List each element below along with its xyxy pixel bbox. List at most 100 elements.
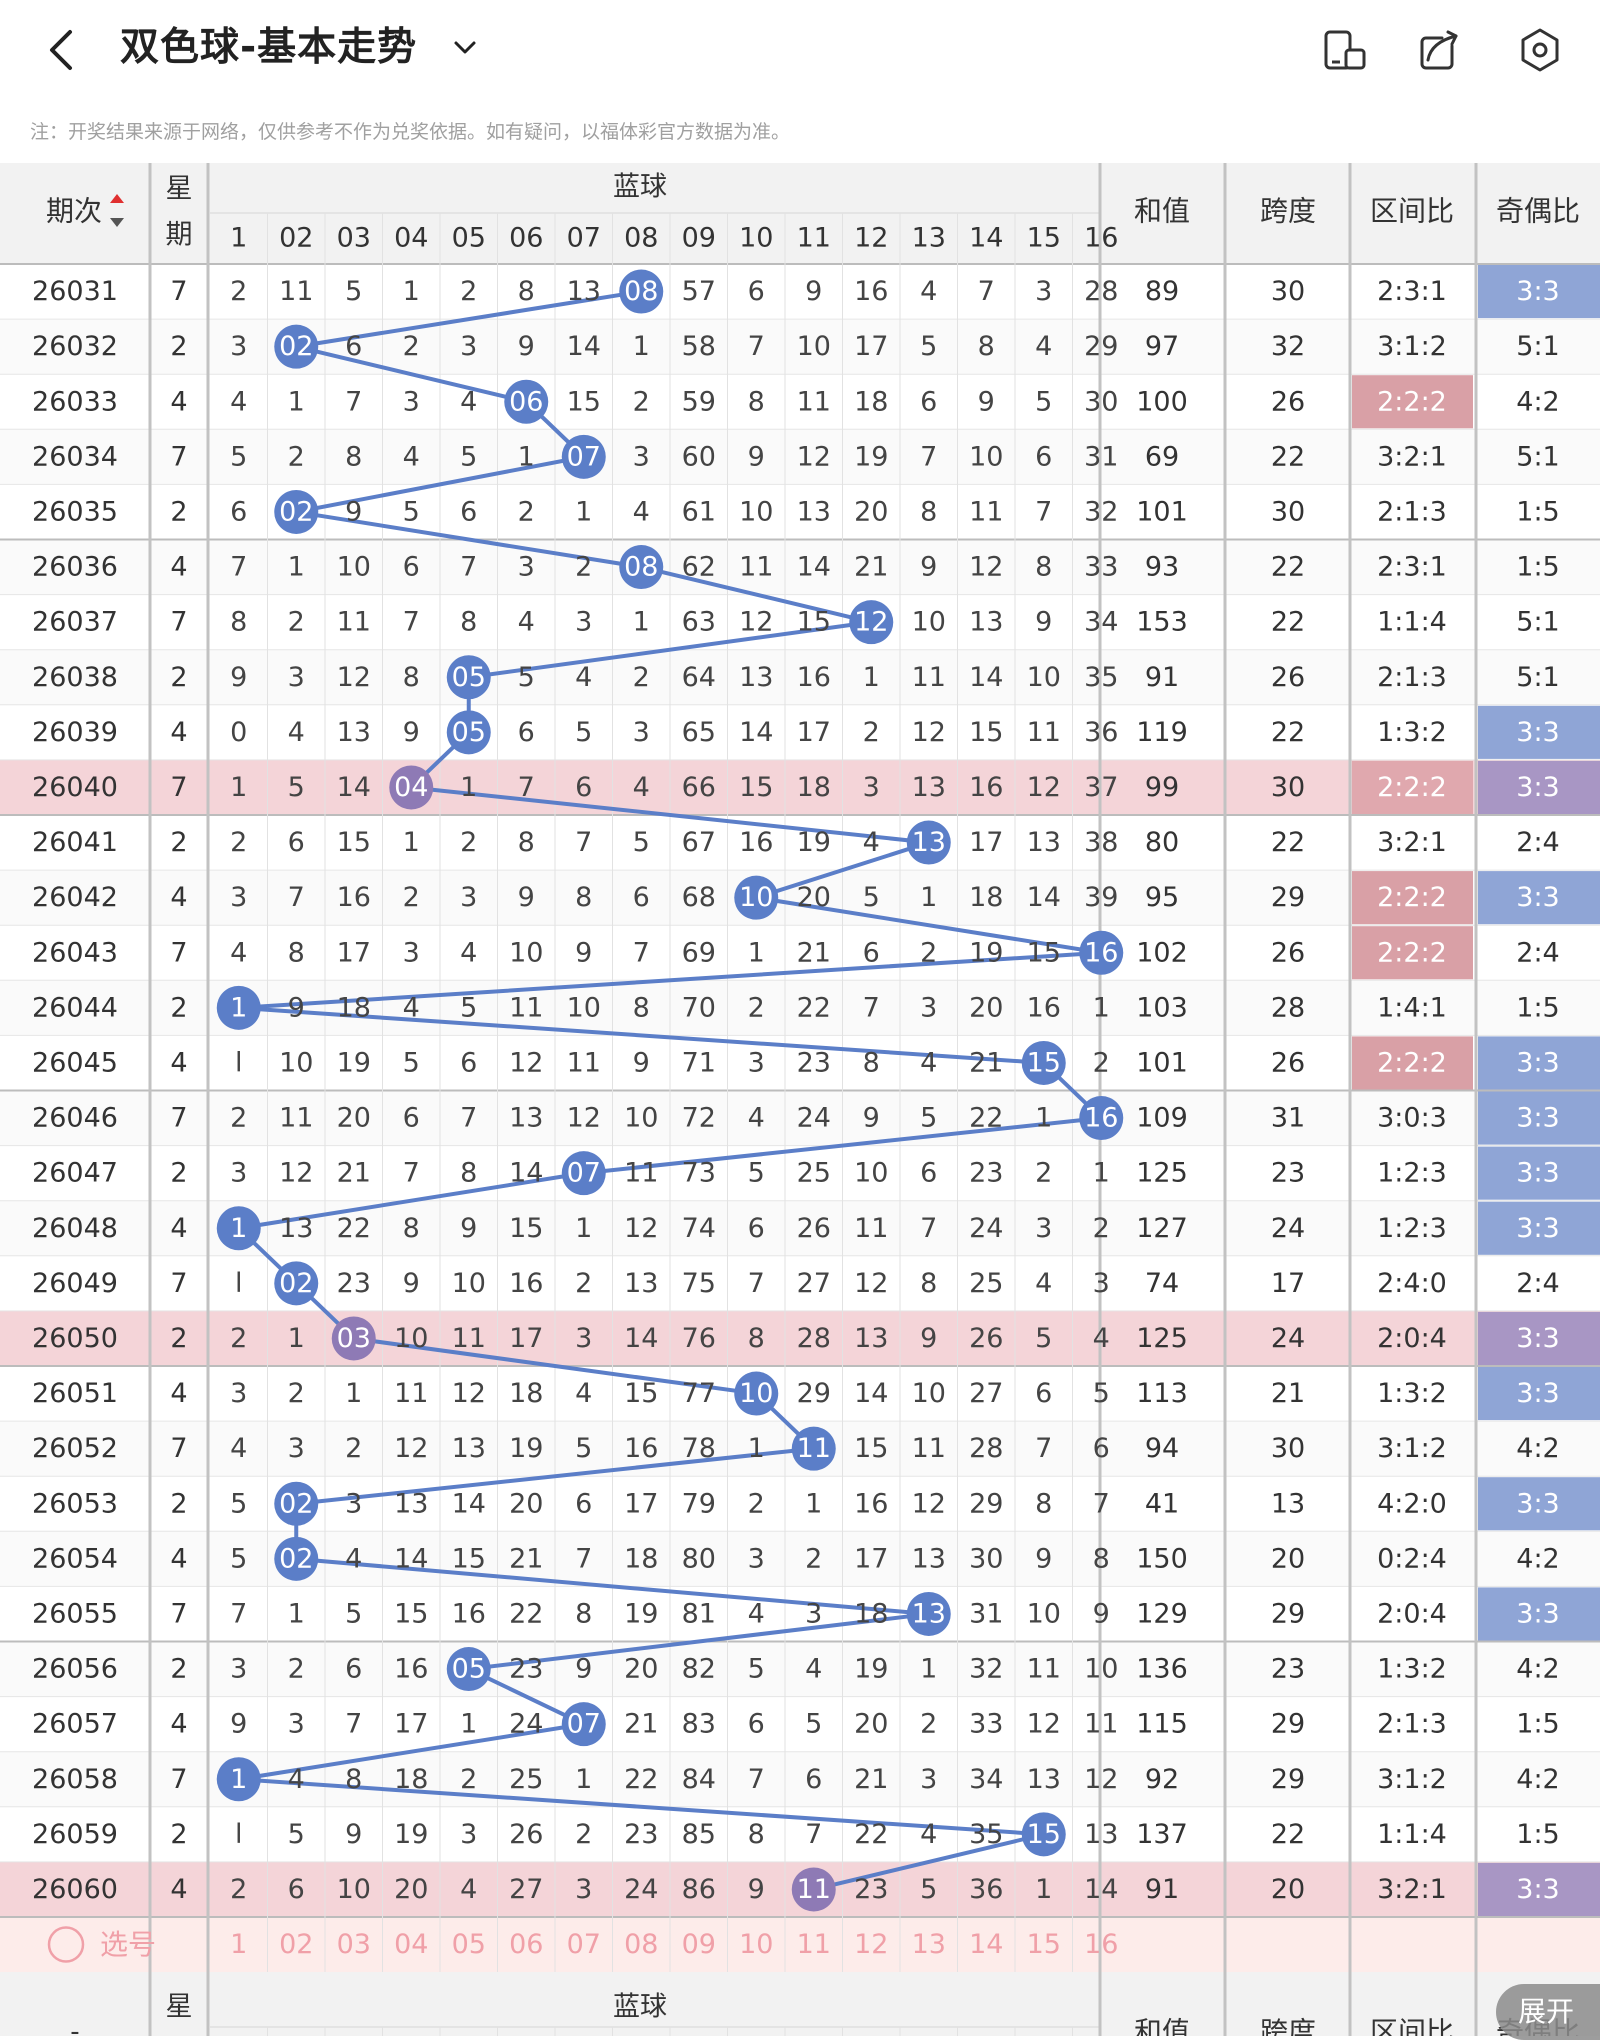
select-number-option[interactable]: 04 xyxy=(394,1929,428,1960)
chevron-left-icon[interactable] xyxy=(40,22,84,78)
select-number-option[interactable]: 1 xyxy=(230,1929,247,1960)
span-cell: 21 xyxy=(1271,1378,1305,1409)
table-row[interactable]: 26040 7 1 5 14 04 1 7 6 4 66 15 18 3 13 16 12 37 99 30 2:2:2… xyxy=(32,765,1560,810)
table-row[interactable]: 26046 7 2 11 20 6 7 13 12 10 72 4 24 9 5 22 1 16 109 31 3:0:… xyxy=(32,1096,1560,1141)
period-header-label[interactable]: 期次 xyxy=(46,195,102,228)
table-row[interactable]: 26044 2 1 9 18 4 5 11 10 8 70 2 22 7 3 20 16 1 103 28 1:4:1 1… xyxy=(32,985,1560,1030)
table-row[interactable]: 26041 2 2 6 15 1 2 8 7 5 67 16 19 4 13 17 13 38 80 22 3:2:1 2… xyxy=(32,820,1560,865)
zone-cell: 2:2:2 xyxy=(1377,1047,1447,1078)
table-row[interactable]: 26043 7 4 8 17 3 4 10 9 7 69 1 21 6 2 19 15 16 102 26 2:2:2 2… xyxy=(32,930,1560,975)
table-row[interactable]: 26049 7 l 02 23 9 10 16 2 13 75 7 27 12 8 25 4 3 74 17 2:4:0… xyxy=(32,1261,1560,1306)
zone-cell: 3:2:1 xyxy=(1377,1874,1447,1905)
miss-count-cell: 6 xyxy=(460,496,477,527)
trend-line xyxy=(236,289,1104,1892)
table-row[interactable]: 26037 7 8 2 11 7 8 4 3 1 63 12 15 12 10 13 9 34 153 22 1:1:4… xyxy=(32,600,1560,645)
table-row[interactable]: 26056 2 3 2 6 16 05 23 9 20 82 5 4 19 1 32 11 10 136 23 1:3:… xyxy=(32,1647,1560,1692)
odd-even-badge xyxy=(1478,705,1600,759)
odd-even-cell: 2:4 xyxy=(1516,1268,1559,1299)
miss-count-cell: 8 xyxy=(345,1764,362,1795)
select-number-option[interactable]: 13 xyxy=(912,1929,946,1960)
select-label[interactable]: 选号 xyxy=(100,1928,156,1961)
settings-icon[interactable] xyxy=(1512,22,1568,78)
miss-count-cell: 5 xyxy=(345,276,362,307)
table-row[interactable]: 26036 4 7 1 10 6 7 3 2 08 62 11 14 21 9 12 8 33 93 22 2:3:1 1… xyxy=(32,545,1560,590)
share-icon[interactable] xyxy=(1412,22,1468,78)
miss-count-cell: 3 xyxy=(805,1598,822,1629)
select-number-option[interactable]: 08 xyxy=(624,1929,658,1960)
miss-count-cell: 7 xyxy=(230,1598,247,1629)
expand-button[interactable]: 展开 xyxy=(1496,1984,1600,2040)
select-number-option[interactable]: 09 xyxy=(682,1929,716,1960)
select-number-option[interactable]: 07 xyxy=(567,1929,601,1960)
miss-count-cell: 12 xyxy=(624,1213,658,1244)
table-row[interactable]: 26039 4 0 4 13 9 05 6 5 3 65 14 17 2 12 15 11 36 119 22 1:3:… xyxy=(32,710,1560,755)
miss-count-cell: 1 xyxy=(1035,1103,1052,1134)
table-row[interactable]: 26053 2 5 02 3 13 14 20 6 17 79 2 1 16 12 29 8 7 41 13 4:2:0… xyxy=(32,1481,1560,1526)
miss-count-cell: 8 xyxy=(633,992,650,1023)
miss-count-cell: 18 xyxy=(509,1378,543,1409)
miss-count-cell: 9 xyxy=(863,1103,880,1134)
miss-count-cell: 19 xyxy=(797,827,831,858)
miss-count-cell: 3 xyxy=(575,1323,592,1354)
blue-ball-number: 16 xyxy=(1084,937,1118,968)
miss-count-cell: 8 xyxy=(288,937,305,968)
blue-ball xyxy=(446,710,491,755)
blue-ball-number: 02 xyxy=(279,1268,313,1299)
blue-ball xyxy=(734,1371,779,1416)
zone-cell: 0:2:4 xyxy=(1377,1543,1447,1574)
select-number-option[interactable]: 02 xyxy=(279,1929,313,1960)
page-title[interactable]: 双色球-基本走势 xyxy=(120,25,418,70)
table-row[interactable]: 26047 2 3 12 21 7 8 14 07 11 73 5 25 10 6 23 2 1 125 23 1:2:… xyxy=(32,1151,1560,1196)
chevron-down-icon[interactable] xyxy=(448,30,482,64)
select-number-option[interactable]: 14 xyxy=(969,1929,1003,1960)
miss-count-cell: 16 xyxy=(1027,992,1061,1023)
sum-cell: 153 xyxy=(1136,607,1188,638)
select-number-option[interactable]: 12 xyxy=(854,1929,888,1960)
table-row[interactable]: 26051 4 3 2 1 11 12 18 4 15 77 10 29 14 10 27 6 5 113 21 1:3… xyxy=(32,1371,1560,1416)
span-cell: 29 xyxy=(1271,1764,1305,1795)
select-number-option[interactable]: 15 xyxy=(1027,1929,1061,1960)
table-row[interactable]: 26052 7 4 3 2 12 13 19 5 16 78 1 11 15 11 28 7 6 94 30 3:1:2… xyxy=(32,1426,1560,1471)
table-row[interactable]: 26032 2 3 02 6 2 3 9 14 1 58 7 10 17 5 8 4 29 97 32 3:1:2 5:1 xyxy=(32,324,1560,369)
miss-count-cell: 2 xyxy=(288,1378,305,1409)
table-row[interactable]: 26033 4 4 1 7 3 4 06 15 2 59 8 11 18 6 9 5 30 100 26 2:2:2 4:… xyxy=(32,379,1560,424)
table-row[interactable]: 26035 2 6 02 9 5 6 2 1 4 61 10 13 20 8 11 7 32 101 30 2:1:3 1… xyxy=(32,489,1560,534)
table-row[interactable]: 26042 4 3 7 16 2 3 9 8 6 68 10 20 5 1 18 14 39 95 29 2:2:2 3:… xyxy=(32,875,1560,920)
table-row[interactable]: 26057 4 9 3 7 17 1 24 07 21 83 6 5 20 2 33 12 11 115 29 2:1:… xyxy=(32,1702,1560,1747)
table-row[interactable]: 26031 7 2 11 5 1 2 8 13 08 57 6 9 16 4 7 3 28 89 30 2:3:1 3:3 xyxy=(32,269,1560,314)
table-row[interactable]: 26034 7 5 2 8 4 5 1 07 3 60 9 12 19 7 10 6 31 69 22 3:2:1 5:1 xyxy=(32,434,1560,479)
table-row[interactable]: 26058 7 1 4 8 18 2 25 1 22 84 7 6 21 3 34 13 12 92 29 3:1:2 4… xyxy=(32,1757,1560,1802)
table-row[interactable]: 26060 4 2 6 10 20 4 27 3 24 86 9 11 23 5 36 1 14 91 20 3:2:1… xyxy=(32,1867,1560,1912)
table-row[interactable]: 26054 4 5 02 4 14 15 21 7 18 80 3 2 17 13 30 9 8 150 20 0:2:… xyxy=(32,1536,1560,1581)
blue-ball-number: 13 xyxy=(912,827,946,858)
period-cell: 26047 xyxy=(32,1158,118,1189)
table-row[interactable]: 26050 2 2 1 03 10 11 17 3 14 76 8 28 13 9 26 5 4 125 24 2:0:… xyxy=(32,1316,1560,1361)
miss-count-cell: 5 xyxy=(805,1709,822,1740)
miss-count-cell: 33 xyxy=(969,1709,1003,1740)
phone-rotate-icon[interactable] xyxy=(1316,22,1372,78)
select-number-option[interactable]: 16 xyxy=(1084,1929,1118,1960)
select-number-option[interactable]: 10 xyxy=(739,1929,773,1960)
select-number-option[interactable]: 06 xyxy=(509,1929,543,1960)
table-row[interactable]: 26055 7 7 1 5 15 16 22 8 19 81 4 3 18 13 31 10 9 129 29 2:0:… xyxy=(32,1591,1560,1636)
select-number-option[interactable]: 03 xyxy=(337,1929,371,1960)
select-number-option[interactable]: 11 xyxy=(797,1929,831,1960)
miss-count-cell: 6 xyxy=(460,1047,477,1078)
miss-count-cell: 27 xyxy=(797,1268,831,1299)
miss-count-cell: 10 xyxy=(394,1323,428,1354)
select-number-button[interactable]: 选号 xyxy=(47,1926,156,1963)
period-header[interactable]: 期次 xyxy=(46,194,124,228)
table-row[interactable]: 26045 4 l 10 19 5 6 12 11 9 71 3 23 8 4 21 15 2 101 26 2:2:2… xyxy=(32,1040,1560,1085)
table-row[interactable]: 26048 4 1 13 22 8 9 15 1 12 74 6 26 11 7 24 3 2 127 24 1:2:3… xyxy=(32,1206,1560,1251)
table-row[interactable]: 26059 2 l 5 9 19 3 26 2 23 85 8 7 22 4 35 15 13 137 22 1:1:4… xyxy=(32,1812,1560,1857)
table-row[interactable]: 26038 2 9 3 12 8 05 5 4 2 64 13 16 1 11 14 10 35 91 26 2:1:3… xyxy=(32,655,1560,700)
miss-count-cell: 28 xyxy=(969,1433,1003,1464)
miss-count-cell: 13 xyxy=(1084,1819,1118,1850)
miss-count-cell: 11 xyxy=(394,1378,428,1409)
weekday-header: 星 xyxy=(166,1992,193,2023)
weekday-cell: 7 xyxy=(170,1103,187,1134)
miss-count-cell: 30 xyxy=(1084,386,1118,417)
radio-icon[interactable] xyxy=(47,1926,85,1963)
sum-cell: 95 xyxy=(1145,882,1179,913)
select-number-option[interactable]: 05 xyxy=(452,1929,486,1960)
